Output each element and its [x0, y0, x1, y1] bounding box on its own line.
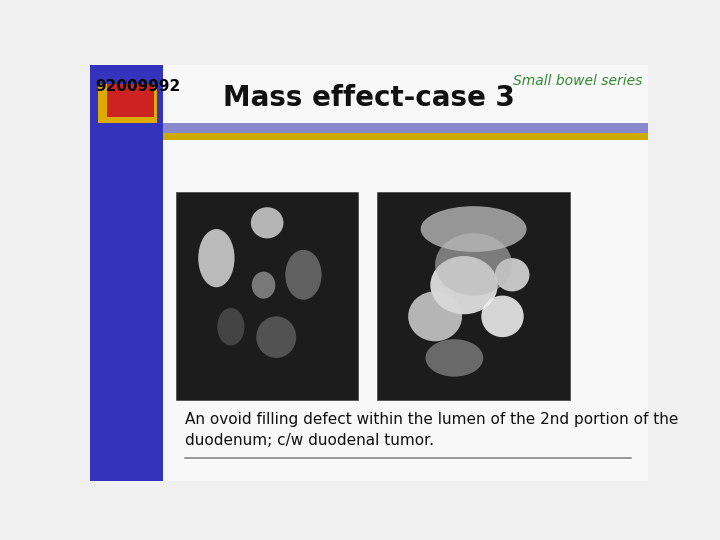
Ellipse shape: [435, 233, 512, 295]
Bar: [90, 65, 163, 481]
Ellipse shape: [420, 206, 526, 252]
Ellipse shape: [252, 272, 275, 299]
Text: An ovoid filling defect within the lumen of the 2nd portion of the: An ovoid filling defect within the lumen…: [185, 412, 678, 427]
Ellipse shape: [251, 207, 284, 238]
Text: Small bowel series: Small bowel series: [513, 74, 642, 88]
Bar: [163, 65, 648, 481]
Text: 92009992: 92009992: [96, 79, 181, 94]
Ellipse shape: [431, 256, 498, 314]
Ellipse shape: [285, 250, 322, 300]
Bar: [176, 192, 358, 400]
Text: Mass effect-case 3: Mass effect-case 3: [223, 84, 515, 112]
Bar: [377, 192, 570, 400]
Bar: [99, 84, 157, 123]
Ellipse shape: [495, 258, 529, 292]
Ellipse shape: [426, 339, 483, 377]
Ellipse shape: [408, 292, 462, 341]
Bar: [163, 133, 648, 140]
Bar: [107, 84, 154, 117]
Text: duodenum; c/w duodenal tumor.: duodenum; c/w duodenal tumor.: [185, 433, 434, 448]
Bar: [163, 123, 648, 133]
Ellipse shape: [198, 229, 235, 287]
Ellipse shape: [217, 308, 245, 346]
Ellipse shape: [482, 295, 523, 337]
Ellipse shape: [256, 316, 296, 358]
